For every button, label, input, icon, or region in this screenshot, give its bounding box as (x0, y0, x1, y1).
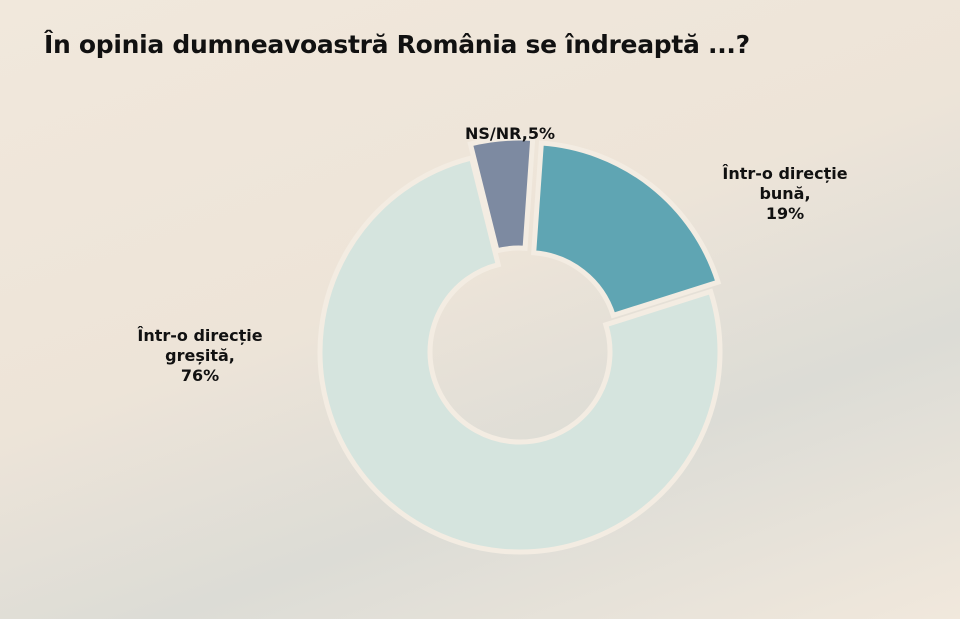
donut-slice (467, 135, 536, 254)
slice-label: Într-o direcție greșită, 76% (125, 326, 275, 386)
category-label: Într-o direcție bună, (722, 164, 848, 203)
value-label: 5% (527, 124, 555, 143)
category-label: NS/NR, (464, 124, 528, 143)
slice-label: Într-o direcție bună, 19% (710, 164, 860, 224)
value-label: 19% (765, 204, 805, 223)
category-label: Într-o direcție greșită, (137, 326, 263, 365)
chart-title: În opinia dumneavoastră România se îndre… (44, 30, 750, 59)
value-label: 76% (180, 366, 220, 385)
donut-slice (531, 140, 722, 319)
donut-slice (317, 154, 723, 555)
slice-label: NS/NR,5% (420, 124, 600, 144)
